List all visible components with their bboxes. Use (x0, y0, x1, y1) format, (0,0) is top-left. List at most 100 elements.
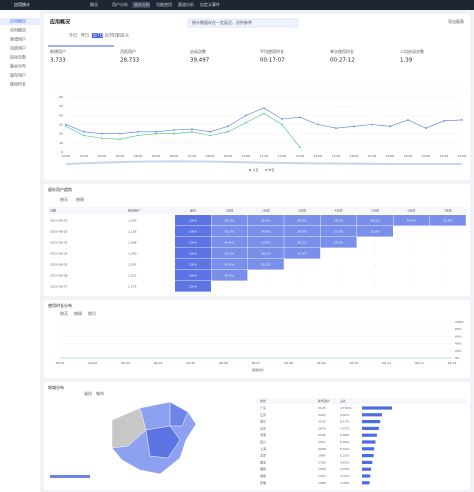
retention-cell (247, 259, 284, 270)
x-tick-label: 05:00 (152, 154, 161, 158)
trend-point (317, 123, 319, 126)
table-cell: 4.03% (340, 467, 350, 471)
table-header-cell: 5天后 (371, 208, 379, 213)
sidebar (0, 10, 40, 492)
export-button[interactable]: 导出报表 (448, 18, 464, 24)
table-cell: 29.1% (297, 241, 307, 245)
share-bar (362, 426, 379, 430)
table-header-cell: 4天后 (335, 208, 343, 213)
y-tick-label: 0 (61, 150, 63, 154)
table-cell: 29.7% (297, 230, 307, 234)
table-cell: 42.5% (225, 274, 235, 278)
x-tick-label: 06-04 (154, 361, 163, 365)
sidebar-item[interactable]: 新增用户 (10, 36, 26, 42)
nav-item[interactable]: 用户分析 (112, 1, 128, 7)
table-header (48, 207, 466, 214)
table-cell: 35.6% (261, 219, 271, 223)
x-tick-label: 12:00 (278, 154, 287, 158)
nav-item[interactable]: 概况 (90, 1, 98, 7)
table-cell: 1410 (318, 474, 326, 478)
x-tick-label: 20:00 (422, 154, 431, 158)
table-cell: 100% (189, 219, 198, 223)
region-tab[interactable]: 省份 (84, 390, 92, 396)
sidebar-item[interactable]: 实时概况 (10, 27, 26, 33)
sidebar-item[interactable]: 留存用户 (10, 72, 26, 78)
trend-point (353, 125, 355, 128)
sidebar-item[interactable]: 活跃用户 (10, 45, 26, 51)
x-tick-label: 00:00 (62, 154, 71, 158)
table-cell: - (302, 263, 303, 267)
time-tab[interactable]: 近7日 (93, 32, 104, 38)
table-header-cell: 7天后 (444, 208, 452, 213)
table-cell: - (338, 263, 339, 267)
table-cell: 27.5% (334, 230, 344, 234)
table-cell: 湖南 (260, 473, 266, 478)
kpi-value: 39,497 (190, 58, 210, 64)
table-cell: 9.01% (340, 413, 350, 417)
region-tab[interactable]: 城市 (96, 390, 104, 396)
trend-point (137, 134, 139, 137)
table-cell: 26.8% (334, 241, 344, 245)
trend-point (245, 114, 247, 117)
table-cell: - (374, 274, 375, 278)
retention-cell (284, 226, 321, 237)
trend-point (299, 116, 301, 118)
table-cell: 北京 (260, 453, 266, 458)
trend-point (119, 138, 121, 140)
time-tab[interactable]: 近30日 (105, 32, 118, 38)
sidebar-item[interactable]: 应用概况 (10, 18, 26, 24)
usage-tab[interactable]: 按周 (74, 310, 82, 316)
region-table-header (256, 398, 466, 404)
usage-tab[interactable]: 按月 (88, 310, 96, 316)
retention-cell (175, 226, 211, 237)
retention-tab[interactable]: 按周 (76, 196, 84, 202)
table-cell: 25.6% (370, 230, 380, 234)
legend-label: 昨日 (269, 167, 275, 172)
china-map (111, 401, 197, 475)
retention-cell (211, 237, 248, 248)
time-tab[interactable]: 自定义 (117, 32, 129, 38)
trend-point (101, 137, 103, 140)
retention-cell (357, 226, 393, 237)
y-tick-label: 60% (455, 334, 462, 338)
nav-item[interactable]: 渠道分析 (178, 1, 194, 7)
nav-active (132, 2, 150, 8)
x-tick-label: 06-01 (56, 361, 65, 365)
time-tab[interactable]: 昨日 (81, 32, 89, 38)
table-cell: 江苏 (260, 412, 266, 417)
trend-point (461, 119, 463, 121)
table-cell: 43.2% (225, 252, 235, 256)
kpi-label: 新增用户 (50, 48, 66, 54)
table-cell: 100% (189, 274, 198, 278)
y-tick-label: 100% (455, 320, 464, 324)
nav-item[interactable]: 自定义事件 (200, 1, 220, 7)
sidebar-item[interactable]: 版本分布 (10, 63, 26, 69)
table-cell: 40.6% (225, 241, 235, 245)
nav-item[interactable]: 留存分析 (134, 1, 150, 7)
time-tab[interactable]: 今日 (69, 32, 77, 38)
retention-tab[interactable]: 按天 (60, 196, 68, 202)
x-tick-label: 10:00 (242, 154, 251, 158)
table-cell: - (374, 252, 375, 256)
table-cell: - (338, 285, 339, 289)
trend-point (173, 129, 175, 131)
table-cell: 2023-06-02 (50, 230, 68, 234)
x-tick-label: 16:00 (350, 154, 359, 158)
page-title: 应用概况 (50, 19, 70, 26)
usage-tab[interactable]: 按天 (60, 310, 68, 316)
trend-point (263, 112, 265, 115)
table-cell: - (411, 285, 412, 289)
table-cell: 31.0% (297, 252, 307, 256)
table-cell: 100% (189, 252, 198, 256)
trend-point (407, 119, 409, 121)
table-cell: - (374, 241, 375, 245)
y-tick-label: 20% (455, 349, 462, 353)
trend-point (191, 128, 193, 130)
sidebar-item[interactable]: 启动次数 (10, 54, 26, 60)
notice (187, 18, 299, 28)
sidebar-item[interactable]: 使用时长 (10, 81, 26, 87)
table-header-cell: 3天后 (298, 208, 306, 213)
nav-item[interactable]: 功能使用 (156, 1, 172, 7)
table-cell: 100% (189, 285, 198, 289)
